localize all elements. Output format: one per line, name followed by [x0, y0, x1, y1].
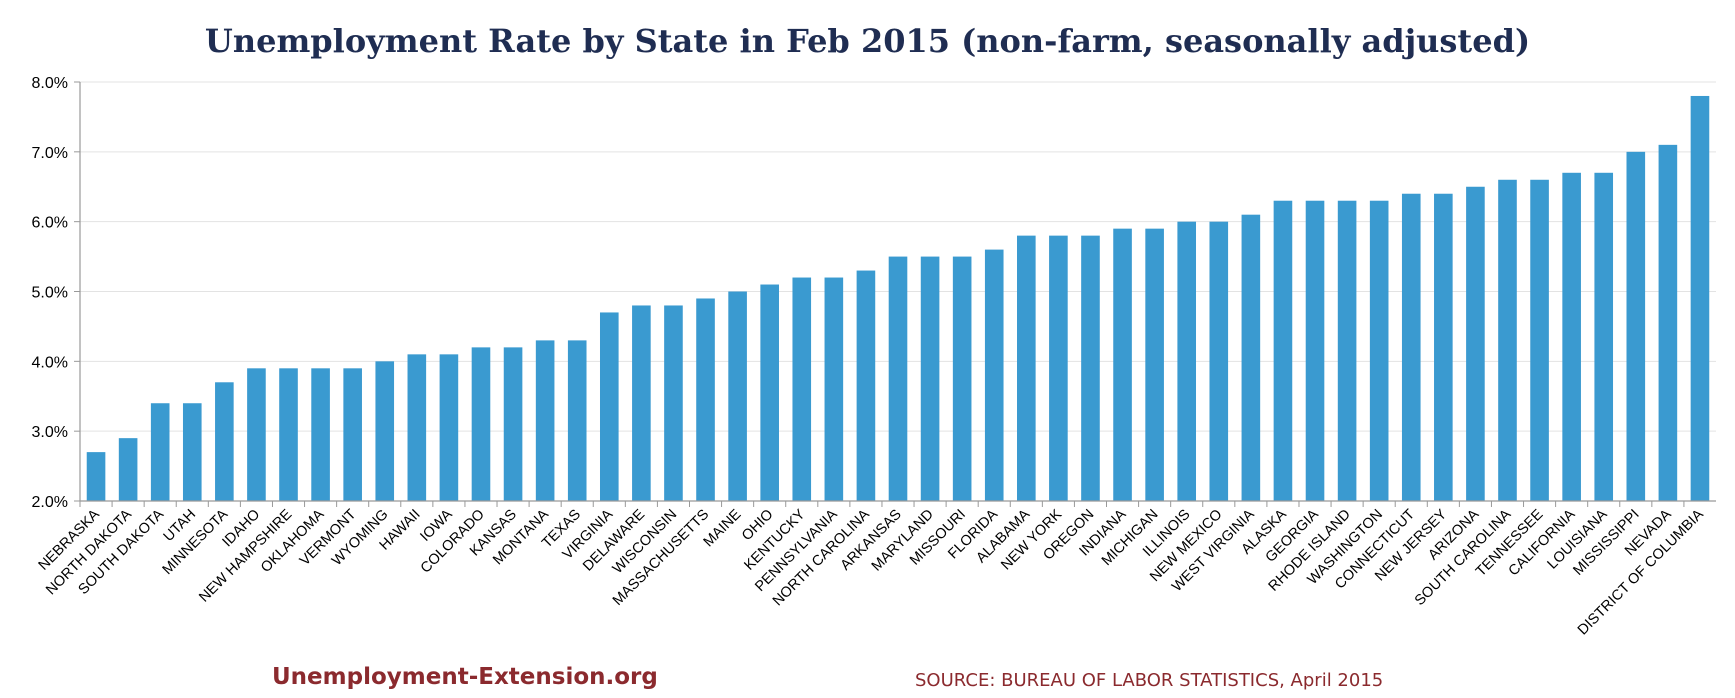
bar	[247, 368, 266, 501]
bar	[1626, 151, 1646, 502]
bar	[1241, 214, 1261, 501]
site-watermark: Unemployment-Extension.org	[272, 664, 658, 690]
bar	[471, 347, 491, 501]
bar	[1530, 179, 1549, 501]
bar	[1017, 235, 1036, 501]
bar	[311, 368, 330, 501]
bar	[1401, 193, 1421, 501]
y-tick-label: 7.0%	[32, 145, 68, 162]
bar	[632, 305, 651, 501]
bar	[1369, 200, 1389, 501]
bar	[984, 249, 1004, 501]
bar	[1337, 200, 1357, 501]
y-tick-label: 5.0%	[32, 285, 68, 302]
bar	[150, 403, 170, 501]
bar	[728, 291, 747, 501]
bar	[792, 277, 812, 501]
y-tick-label: 8.0%	[32, 75, 68, 92]
bar	[1658, 144, 1678, 501]
y-tick-label: 4.0%	[32, 354, 68, 371]
bar	[1113, 228, 1132, 501]
y-tick-label: 3.0%	[32, 424, 68, 441]
bar	[215, 382, 234, 501]
bar	[1081, 235, 1100, 501]
bar	[824, 277, 844, 501]
bar	[1562, 172, 1581, 502]
bar	[760, 284, 779, 501]
bar	[182, 403, 202, 501]
bar	[1466, 186, 1485, 501]
bar	[439, 354, 459, 501]
y-tick-label: 6.0%	[32, 215, 68, 232]
bar	[279, 368, 298, 501]
y-tick-labels: 2.0% 3.0% 4.0% 5.0% 6.0% 7.0% 8.0%	[32, 75, 68, 511]
bar	[503, 347, 523, 501]
bar	[407, 354, 427, 501]
source-note: SOURCE: BUREAU OF LABOR STATISTICS, Apri…	[915, 670, 1384, 691]
bars	[86, 95, 1710, 502]
bar	[1434, 193, 1453, 501]
axes	[79, 82, 1716, 502]
bar	[599, 312, 619, 501]
bar	[118, 438, 138, 501]
bar	[856, 270, 876, 501]
bar	[1145, 228, 1164, 501]
bar	[920, 256, 940, 501]
bar	[696, 298, 715, 501]
chart-title: Unemployment Rate by State in Feb 2015 (…	[204, 22, 1531, 60]
bar	[952, 256, 972, 501]
bar	[86, 452, 106, 501]
bar	[1498, 179, 1517, 501]
bar	[888, 256, 908, 501]
bar	[535, 340, 555, 501]
bar	[1690, 95, 1710, 501]
bar	[343, 368, 362, 501]
y-tick-label: 2.0%	[32, 494, 68, 511]
bar	[1049, 235, 1068, 501]
bar	[1209, 221, 1229, 501]
bar	[664, 305, 683, 501]
bar	[375, 361, 395, 501]
bar	[1273, 200, 1293, 501]
bar	[567, 340, 587, 501]
bar	[1305, 200, 1325, 501]
bar	[1594, 172, 1614, 502]
bar	[1177, 221, 1197, 501]
